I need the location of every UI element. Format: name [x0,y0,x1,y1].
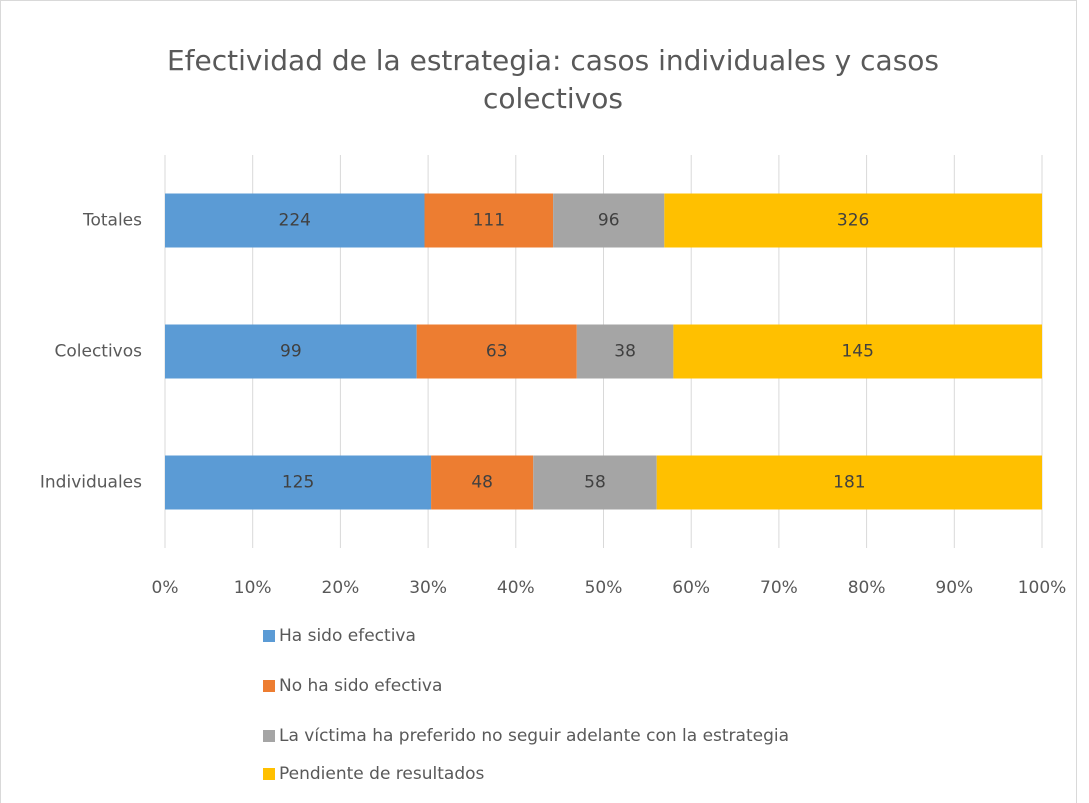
data-label: 48 [471,473,493,493]
y-tick-label: Colectivos [54,342,142,362]
bar-segment [165,193,425,248]
legend-swatch [263,768,275,780]
bar-segment [431,455,534,510]
bar-segment [673,324,1042,379]
legend-label: La víctima ha preferido no seguir adelan… [279,726,789,746]
x-tick-label: 0% [152,578,179,598]
data-label: 224 [279,211,311,231]
bar-segment [576,324,674,379]
y-tick-label: Individuales [40,473,142,493]
data-label: 145 [841,342,873,362]
data-label: 111 [473,211,505,231]
legend-label: Ha sido efectiva [279,626,416,646]
x-tick-label: 30% [409,578,447,598]
data-label: 125 [282,473,314,493]
data-label: 181 [833,473,865,493]
legend-label: No ha sido efectiva [279,676,442,696]
data-label: 63 [486,342,508,362]
x-tick-label: 60% [672,578,710,598]
x-tick-label: 90% [935,578,973,598]
bar-segment [165,455,432,510]
x-tick-label: 40% [497,578,535,598]
bar-segment [165,324,417,379]
x-tick-label: 70% [760,578,798,598]
y-tick-label: Totales [82,211,142,231]
x-tick-label: 50% [585,578,623,598]
bar-segment [553,193,665,248]
legend-label: Pendiente de resultados [279,764,485,784]
bar-segment [533,455,657,510]
bar-segment [416,324,577,379]
legend-swatch [263,730,275,742]
data-label: 99 [280,342,302,362]
data-label: 58 [584,473,606,493]
legend-swatch [263,680,275,692]
chart-title: Efectividad de la estrategia: casos indi… [167,44,939,115]
data-label: 38 [614,342,636,362]
legend-swatch [263,630,275,642]
x-tick-label: 10% [234,578,272,598]
x-tick-label: 80% [848,578,886,598]
data-label: 96 [598,211,620,231]
x-tick-label: 20% [322,578,360,598]
x-tick-label: 100% [1018,578,1067,598]
bar-segment [424,193,554,248]
bar-segment [656,455,1042,510]
bar-segment [664,193,1042,248]
data-label: 326 [837,211,869,231]
